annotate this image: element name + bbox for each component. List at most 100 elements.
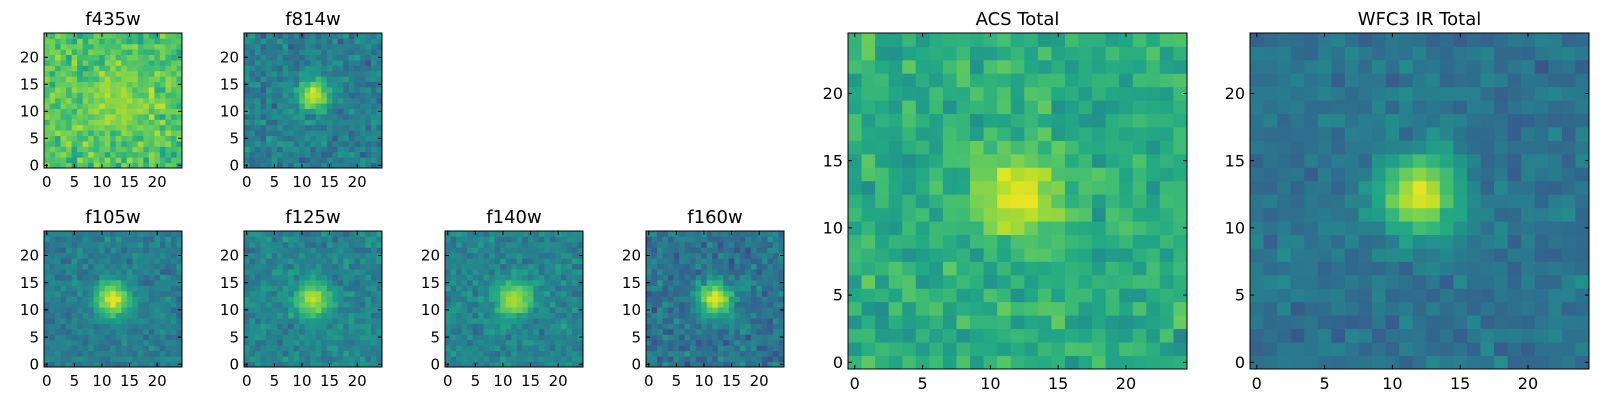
heatmap-cell [44,241,50,248]
heatmap-cell [277,263,284,270]
heatmap-cell [875,194,890,209]
heatmap-cell [1132,180,1147,195]
heatmap-cell [271,97,278,104]
heatmap-cell [332,307,339,313]
heatmap-cell [326,87,333,93]
heatmap-cell [121,241,128,248]
heatmap-cell [1480,355,1495,370]
heatmap-cell [249,231,256,237]
heatmap-cell [1024,113,1039,128]
heatmap-cell [66,290,72,297]
heatmap-cell [651,236,658,243]
heatmap-cell [690,290,697,297]
heatmap-cell [516,345,523,352]
heatmap-cell [110,301,117,308]
heatmap-cell [165,103,172,109]
heatmap-cell [472,258,479,265]
heatmap-cell [176,350,183,357]
heatmap-cell [983,33,998,47]
heatmap-cell [1105,140,1120,155]
heatmap-cell [121,334,128,341]
heatmap-cell [1064,46,1079,61]
heatmap-cell [148,247,155,254]
heatmap-cell [88,328,95,335]
heatmap-cell [332,231,339,237]
heatmap-cell [1453,301,1468,316]
heatmap-cell [888,127,903,141]
heatmap-cell [1521,180,1536,195]
heatmap-cell [99,141,106,147]
heatmap-cell [277,162,284,169]
heatmap-cell [249,135,256,142]
x-tick-label: 15 [1048,374,1068,393]
heatmap-cell [888,221,903,235]
heatmap-cell [132,162,139,169]
heatmap-cell [942,328,957,343]
heatmap-cell [472,263,479,270]
heatmap-cell [82,269,89,275]
heatmap-cell [1575,274,1590,289]
heatmap-cell [343,279,350,286]
heatmap-cell [304,81,311,88]
heatmap-cell [88,350,95,357]
heatmap-cell [1250,328,1264,343]
heatmap-cell [359,285,366,292]
heatmap-cell [288,76,295,82]
heatmap-cell [249,307,256,313]
heatmap-cell [288,356,295,362]
heatmap-cell [646,339,652,346]
heatmap-cell [1092,127,1107,141]
heatmap-cell [293,356,300,362]
heatmap-cell [165,361,172,368]
heatmap-cell [49,54,56,61]
heatmap-cell [728,345,735,352]
heatmap-cell [1132,167,1147,182]
heatmap-cell [266,350,272,357]
heatmap-cell [293,252,300,259]
heatmap-cell [956,59,971,74]
heatmap-cell [348,54,355,61]
heatmap-cell [533,318,540,324]
heatmap-cell [326,296,333,303]
heatmap-cell [321,33,328,39]
heatmap-cell [104,33,111,39]
heatmap-cell [668,231,674,237]
heatmap-cell [734,356,741,362]
heatmap-cell [82,92,89,99]
heatmap-cell [354,38,361,45]
heatmap-cell [304,135,311,142]
heatmap-cell [66,231,72,237]
heatmap-cell [1317,342,1332,356]
heatmap-cell [293,279,300,286]
heatmap-cell [337,361,344,368]
heatmap-cell [1024,207,1039,222]
heatmap-cell [1010,261,1025,276]
y-tick-label: 0 [29,157,39,175]
heatmap-cell [445,328,451,335]
heatmap-cell [450,236,457,243]
heatmap-cell [71,296,78,303]
heatmap-cell [888,33,903,47]
heatmap-cell [110,345,117,352]
heatmap-cell [266,108,272,115]
heatmap-cell [467,231,473,237]
heatmap-cell [712,231,719,237]
heatmap-cell [326,65,333,72]
heatmap-cell [154,323,161,330]
heatmap-cell [942,127,957,141]
heatmap-cell [170,157,177,163]
heatmap-cell [55,43,61,50]
heatmap-cell [500,269,507,275]
heatmap-cell [99,323,106,330]
heatmap-cell [55,345,61,352]
heatmap-cell [159,328,166,335]
heatmap-cell [354,301,361,308]
heatmap-cell [668,301,674,308]
heatmap-cell [293,231,300,237]
heatmap-cell [77,76,84,82]
heatmap-cell [148,108,155,115]
heatmap-cell [888,234,903,249]
heatmap-cell [929,113,944,128]
heatmap-cell [99,269,106,275]
heatmap-cell [315,70,322,77]
